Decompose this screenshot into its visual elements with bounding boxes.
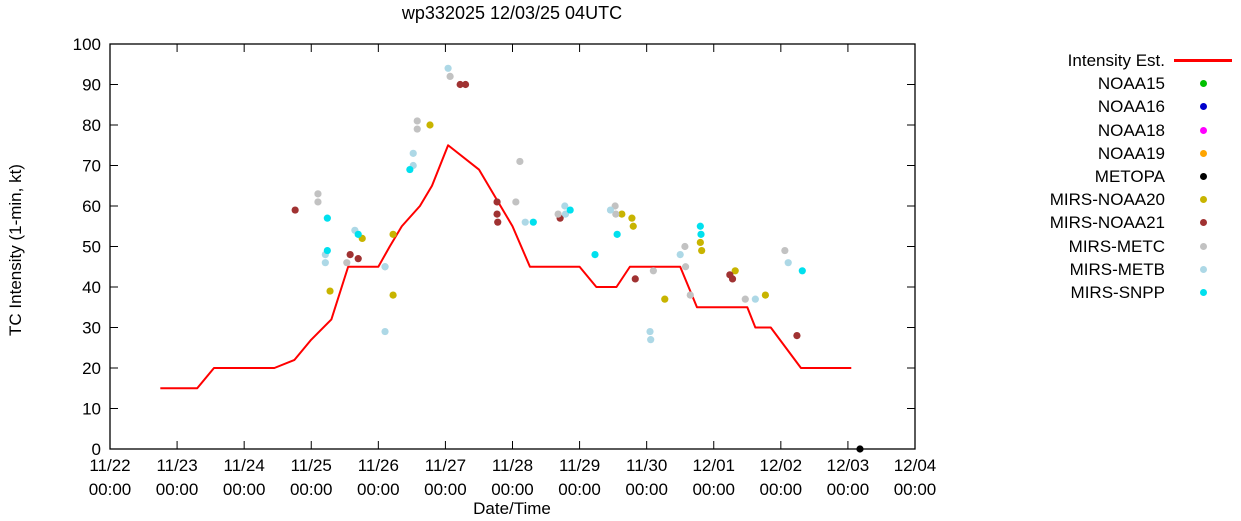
metopa-dot-swatch — [1199, 173, 1207, 181]
y-tick-label: 70 — [82, 157, 101, 176]
x-tick-date: 12/02 — [760, 456, 803, 475]
y-tick-label: 60 — [82, 197, 101, 216]
mirs-noaa20-dot-swatch — [1199, 196, 1207, 204]
x-tick-time: 00:00 — [827, 480, 870, 499]
legend-item-mirs-noaa21: MIRS-NOAA21 — [1001, 211, 1241, 234]
x-tick-time: 00:00 — [223, 480, 266, 499]
legend-item-noaa16: NOAA16 — [1001, 95, 1241, 118]
x-tick-date: 11/26 — [358, 456, 399, 475]
legend-label: MIRS-SNPP — [1070, 282, 1165, 302]
x-tick-time: 00:00 — [424, 480, 467, 499]
legend-label: METOPA — [1094, 167, 1165, 187]
y-axis-label: TC Intensity (1-min, kt) — [6, 164, 25, 336]
y-tick-label: 50 — [82, 238, 101, 257]
noaa16-dot-swatch — [1199, 103, 1207, 111]
legend-item-mirs-noaa20: MIRS-NOAA20 — [1001, 188, 1241, 211]
y-tick-label: 10 — [82, 400, 101, 419]
y-tick-label: 90 — [82, 76, 101, 95]
x-tick-time: 00:00 — [692, 480, 735, 499]
y-tick-label: 20 — [82, 359, 101, 378]
series-mirs-noaa20 — [326, 121, 770, 303]
x-tick-time: 00:00 — [156, 480, 199, 499]
x-tick-time: 00:00 — [760, 480, 803, 499]
x-tick-date: 12/04 — [894, 456, 937, 475]
x-tick-time: 00:00 — [625, 480, 668, 499]
y-tick-label: 100 — [73, 35, 101, 54]
x-tick-date: 11/29 — [559, 456, 600, 475]
y-tick-label: 40 — [82, 278, 101, 297]
mirs-metb-dot-swatch — [1199, 265, 1207, 273]
x-tick-date: 12/01 — [692, 456, 735, 475]
y-tick-label: 80 — [82, 116, 101, 135]
x-tick-time: 00:00 — [558, 480, 601, 499]
legend-item-noaa18: NOAA18 — [1001, 119, 1241, 142]
series-mirs-metb — [321, 64, 792, 344]
x-tick-date: 12/03 — [827, 456, 870, 475]
intensity-line — [160, 144, 852, 390]
x-tick-date: 11/30 — [626, 456, 667, 475]
plot-border — [109, 43, 916, 450]
x-tick-date: 11/28 — [492, 456, 533, 475]
chart-title: wp332025 12/03/25 04UTC — [401, 3, 622, 23]
legend-item-intensity-est: Intensity Est. — [1001, 49, 1241, 72]
legend-item-mirs-metb: MIRS-METB — [1001, 258, 1241, 281]
series-metopa — [856, 445, 864, 453]
x-tick-time: 00:00 — [894, 480, 937, 499]
x-axis-label: Date/Time — [473, 499, 551, 518]
legend-label: MIRS-METC — [1068, 236, 1165, 256]
legend-label: NOAA18 — [1097, 120, 1165, 140]
noaa18-dot-swatch — [1199, 126, 1207, 134]
y-tick-label: 30 — [82, 319, 101, 338]
legend-label: MIRS-METB — [1069, 259, 1165, 279]
intensity-line-swatch — [1174, 59, 1232, 63]
mirs-metc-dot-swatch — [1199, 242, 1207, 250]
legend-label: Intensity Est. — [1067, 51, 1165, 71]
legend-item-noaa15: NOAA15 — [1001, 72, 1241, 95]
x-tick-date: 11/23 — [156, 456, 197, 475]
noaa15-dot-swatch — [1199, 80, 1207, 88]
legend-label: MIRS-NOAA21 — [1049, 213, 1165, 233]
legend-label: MIRS-NOAA20 — [1049, 190, 1165, 210]
legend-label: NOAA15 — [1097, 74, 1165, 94]
legend-label: NOAA16 — [1097, 97, 1165, 117]
mirs-noaa21-dot-swatch — [1199, 219, 1207, 227]
series-mirs-snpp — [323, 165, 806, 275]
x-tick-time: 00:00 — [491, 480, 534, 499]
legend-item-metopa: METOPA — [1001, 165, 1241, 188]
x-tick-time: 00:00 — [89, 480, 132, 499]
x-tick-time: 00:00 — [290, 480, 333, 499]
x-tick-date: 11/22 — [89, 456, 130, 475]
x-tick-date: 11/25 — [291, 456, 332, 475]
legend-item-mirs-metc: MIRS-METC — [1001, 235, 1241, 258]
legend-item-noaa19: NOAA19 — [1001, 142, 1241, 165]
legend-label: NOAA19 — [1097, 143, 1165, 163]
x-tick-time: 00:00 — [357, 480, 400, 499]
plot-layers: 0 10 20 30 40 50 60 70 80 90 100 11/22 00:00 11/23 00:… — [73, 35, 937, 499]
legend: Intensity Est. NOAA15 NOAA16 NOAA18 NOAA… — [1001, 49, 1241, 304]
y-tick-label: 0 — [92, 440, 101, 459]
noaa19-dot-swatch — [1199, 149, 1207, 157]
x-tick-date: 11/24 — [224, 456, 265, 475]
legend-item-mirs-snpp: MIRS-SNPP — [1001, 281, 1241, 304]
x-tick-date: 11/27 — [425, 456, 466, 475]
mirs-snpp-dot-swatch — [1199, 288, 1207, 296]
series-mirs-noaa21 — [291, 80, 801, 340]
